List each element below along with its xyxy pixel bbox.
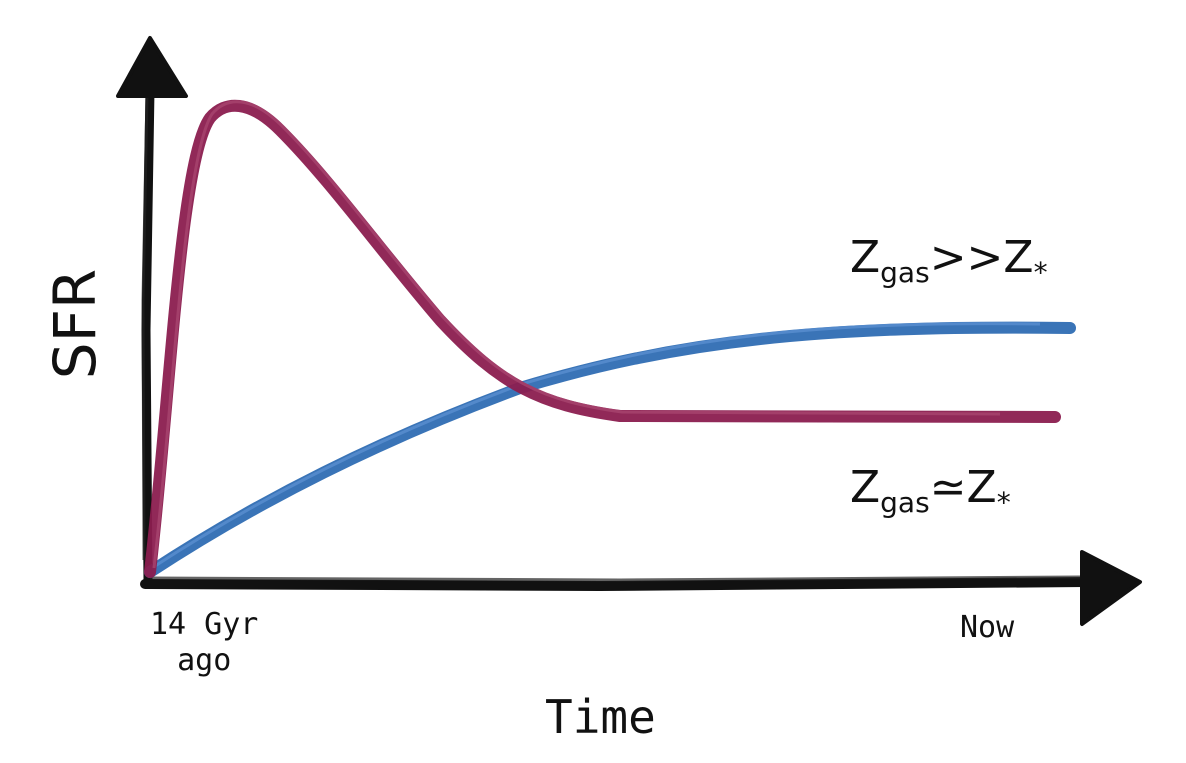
x-axis-start-line1: 14 Gyr: [150, 607, 259, 642]
curve-peaked-texture: [152, 100, 1001, 569]
curve-peaked-line: [144, 99, 1061, 578]
curve-peaked: [144, 99, 1061, 578]
curve-rising-texture: [151, 322, 1041, 570]
x-axis-line-texture: [149, 575, 1081, 582]
curve-rising-label: Zgas≃Z*: [850, 462, 1011, 519]
x-axis-arrowhead: [1080, 550, 1142, 626]
curve-rising-label-main: Z: [850, 462, 881, 513]
y-axis: [116, 36, 188, 585]
curve-rising: [144, 321, 1076, 578]
curve-peaked-label: Zgas>>Z*: [850, 232, 1048, 289]
y-axis-label: SFR: [30, 268, 110, 380]
x-axis: [140, 550, 1142, 626]
y-axis-line-texture: [141, 94, 149, 561]
curve-peaked-label-main: Z: [850, 232, 881, 283]
x-axis-start-label: 14 Gyr ago: [150, 607, 258, 679]
curve-peaked-label-star: *: [1033, 256, 1048, 289]
y-axis-line: [141, 85, 155, 585]
curve-rising-label-rel: ≃Z: [929, 462, 997, 513]
curve-peaked-label-rel: >>Z: [929, 232, 1034, 283]
x-axis-line: [140, 577, 1090, 592]
x-axis-end-label: Now: [960, 610, 1015, 645]
curve-peaked-label-sub: gas: [880, 256, 930, 289]
curve-rising-line: [144, 321, 1076, 578]
x-axis-start-line2: ago: [177, 643, 232, 678]
curve-rising-label-star: *: [996, 486, 1011, 519]
y-axis-label-text: SFR: [41, 268, 110, 380]
curve-rising-label-sub: gas: [880, 486, 930, 519]
x-axis-label: Time: [545, 690, 656, 744]
y-axis-arrowhead: [116, 36, 188, 98]
